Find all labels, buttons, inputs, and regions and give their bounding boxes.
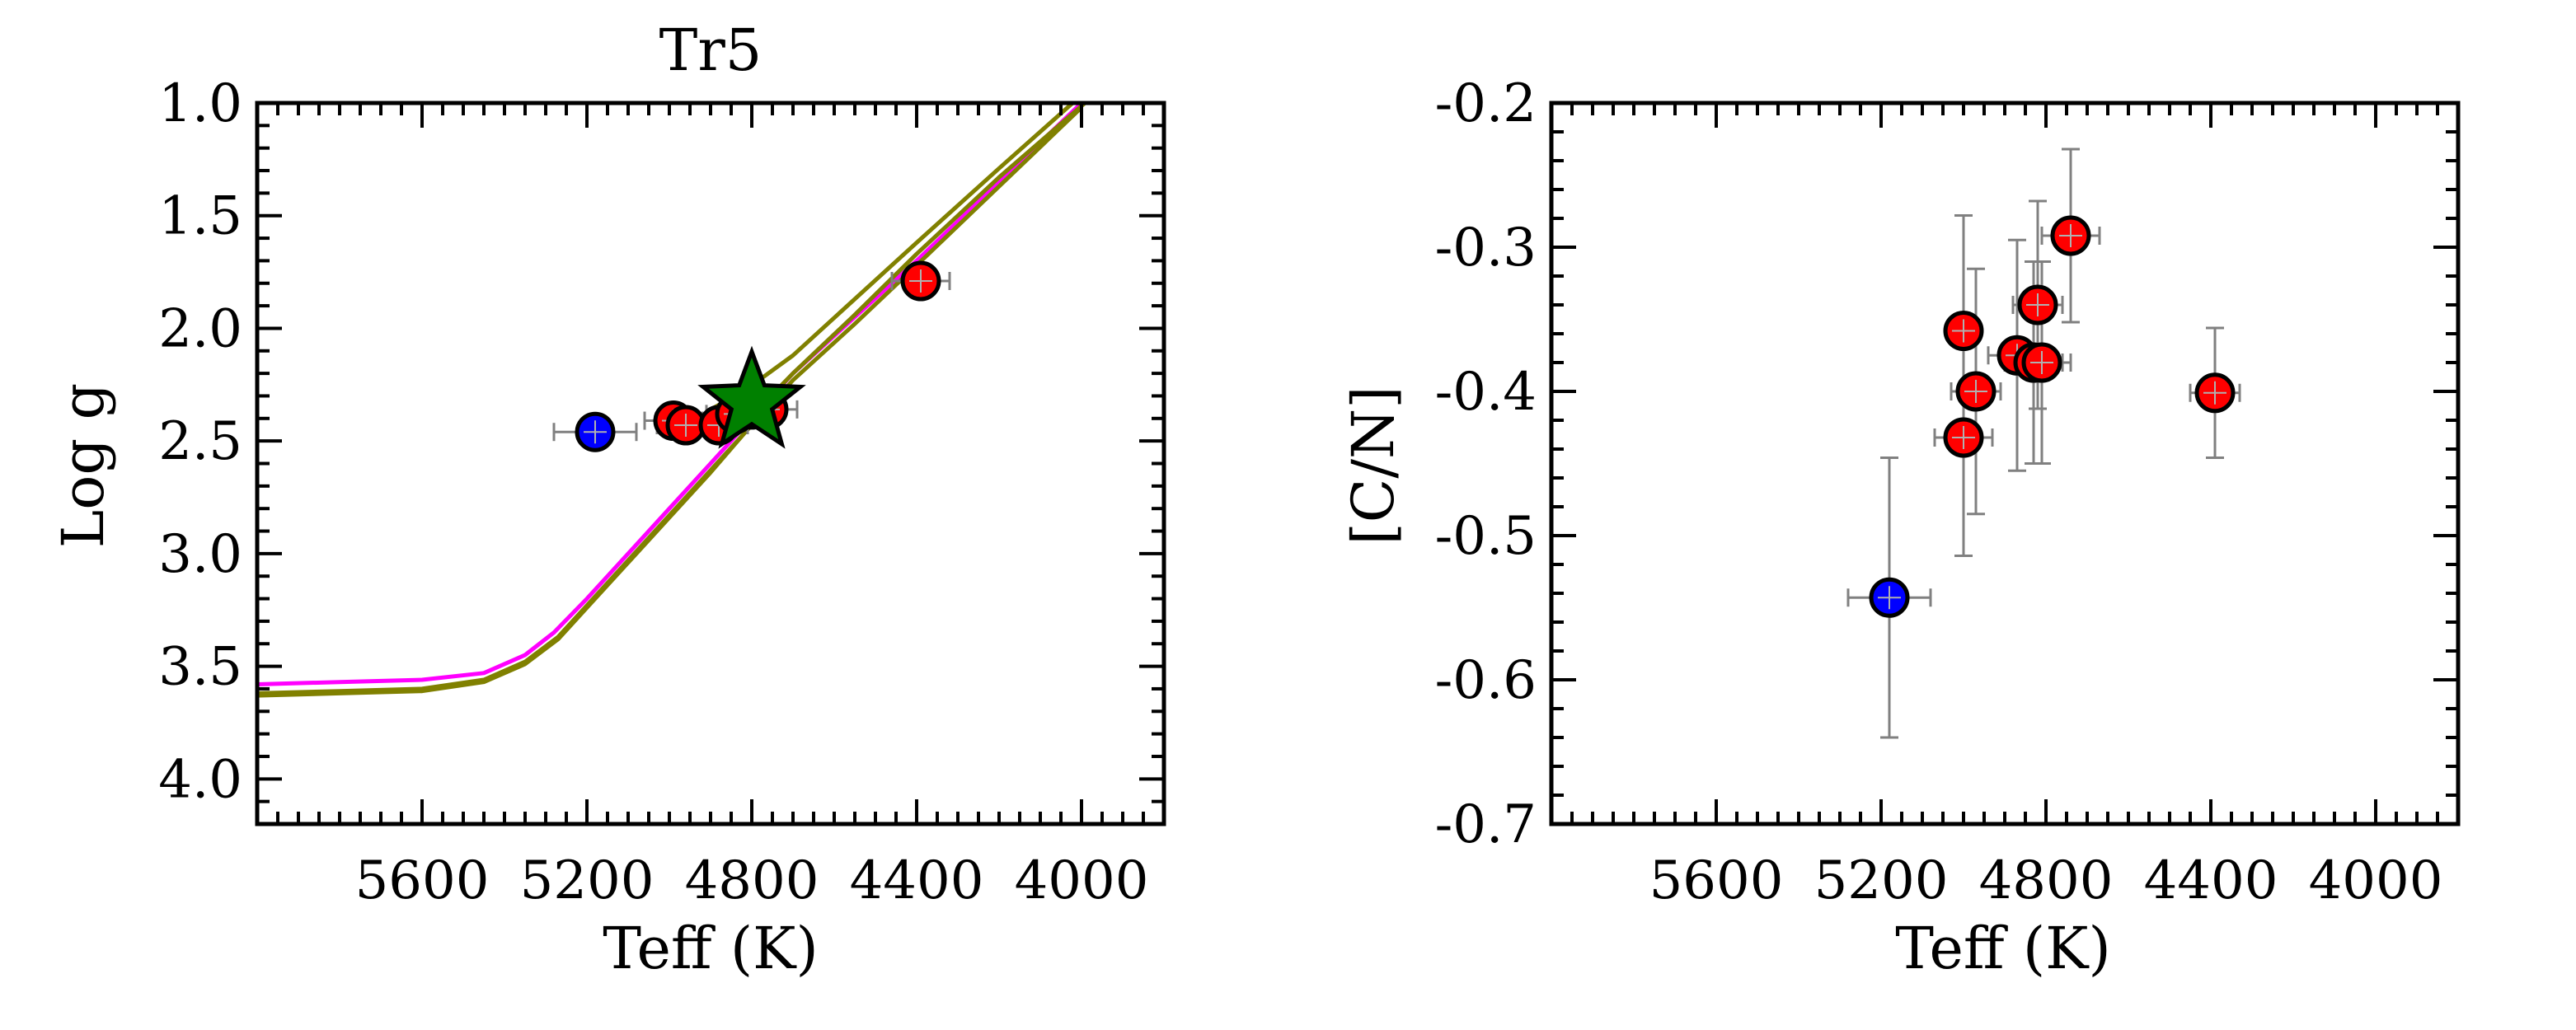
chart-left-isochrone-line	[257, 105, 1083, 695]
chart-right-y-tick-labels: -0.2 -0.3 -0.4 -0.5 -0.6 -0.7	[1435, 73, 1537, 855]
chart-left-y-tick-label: 1.5	[158, 186, 242, 247]
chart-left-title: Tr5	[659, 16, 762, 84]
chart-right-x-tick-labels: 5600 5200 4800 4400 4000	[1649, 850, 2443, 911]
chart-right-y-tick-label: -0.2	[1435, 73, 1537, 134]
chart-right-axes-frame	[1549, 101, 2461, 826]
chart-right-y-tick-label: -0.3	[1435, 218, 1537, 279]
chart-right-x-tick-label: 4000	[2309, 850, 2443, 911]
chart-left-isochrone-line	[708, 103, 1077, 427]
chart-left-x-tick-label: 5600	[355, 850, 490, 911]
chart-left-y-tick-label: 2.5	[158, 411, 242, 472]
chart-left-ticks	[256, 101, 1166, 826]
chart-left-isochrone-line	[257, 103, 1088, 698]
chart-left-x-tick-labels: 5600 5200 4800 4400 4000	[355, 850, 1149, 911]
chart-left-x-axis-label: Teff (K)	[603, 915, 819, 982]
chart-left: Tr5 5600 5200 4800 4400 4000 1.0 1.5 2.0…	[49, 16, 1166, 982]
chart-right-y-tick-label: -0.5	[1435, 506, 1537, 567]
chart-right-ticks	[1550, 101, 2460, 826]
chart-right-x-axis-label: Teff (K)	[1895, 915, 2111, 982]
chart-right-x-tick-label: 4400	[2144, 850, 2278, 911]
chart-left-plot-area	[255, 101, 1166, 826]
chart-right: 5600 5200 4800 4400 4000 -0.2 -0.3 -0.4 …	[1340, 73, 2461, 982]
chart-right-y-tick-label: -0.4	[1435, 362, 1537, 423]
chart-right-x-tick-label: 5200	[1814, 850, 1949, 911]
chart-left-x-tick-label: 5200	[520, 850, 655, 911]
chart-right-plot-area	[1549, 101, 2461, 826]
chart-left-isochrone-line	[257, 103, 1083, 686]
chart-right-markers	[1869, 215, 2236, 618]
chart-left-y-tick-label: 4.0	[158, 749, 242, 810]
chart-left-y-tick-label: 3.0	[158, 524, 242, 585]
chart-left-y-tick-label: 2.0	[158, 298, 242, 359]
chart-right-frame	[1549, 101, 2461, 826]
chart-left-y-tick-labels: 1.0 1.5 2.0 2.5 3.0 3.5 4.0	[158, 73, 242, 810]
chart-right-error-bars	[1846, 147, 2241, 739]
chart-left-markers	[575, 260, 941, 452]
chart-right-y-axis-label: [C/N]	[1340, 386, 1407, 545]
chart-left-x-tick-label: 4000	[1015, 850, 1149, 911]
chart-left-y-tick-label: 3.5	[158, 637, 242, 698]
chart-left-x-tick-label: 4800	[685, 850, 819, 911]
chart-left-y-axis-label: Log g	[49, 383, 117, 549]
chart-left-star-point	[697, 345, 806, 449]
chart-right-x-tick-label: 4800	[1979, 850, 2114, 911]
chart-right-y-tick-label: -0.6	[1435, 650, 1537, 711]
chart-left-x-tick-label: 4400	[850, 850, 984, 911]
chart-right-y-tick-label: -0.7	[1435, 794, 1537, 855]
chart-left-isochrones	[257, 103, 1088, 698]
chart-left-y-tick-label: 1.0	[158, 73, 242, 134]
chart-right-x-tick-label: 5600	[1649, 850, 1784, 911]
